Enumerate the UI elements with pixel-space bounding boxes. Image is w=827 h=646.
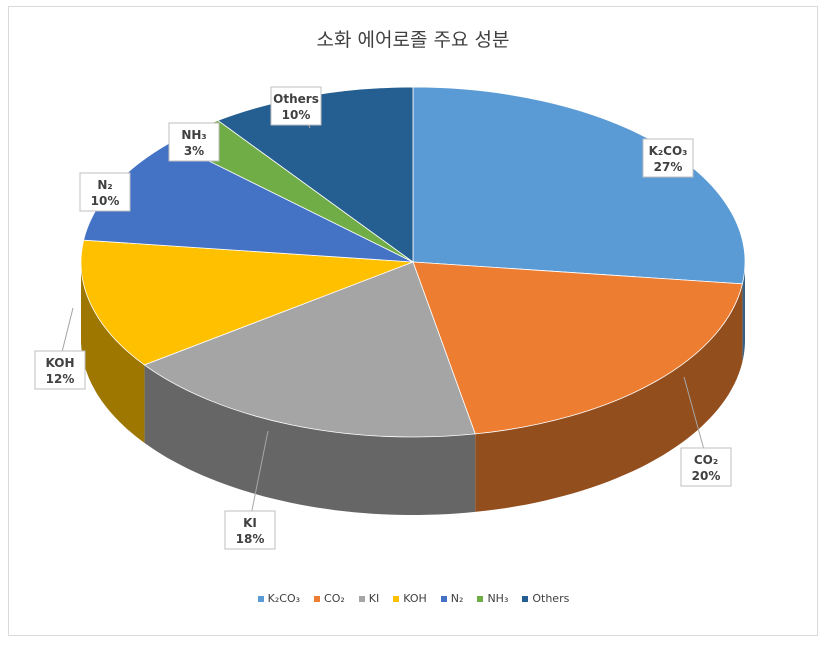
data-label-value: 27% (654, 160, 683, 174)
slice-side-k2co3 (742, 262, 745, 362)
legend-label: N₂ (450, 592, 464, 605)
data-label-value: 12% (46, 372, 75, 386)
legend-swatch (314, 595, 321, 602)
legend-swatch (477, 595, 484, 602)
legend-label: NH₃ (487, 592, 509, 605)
slice-side-koh (81, 262, 145, 443)
data-label-nh3: NH₃ 3% (168, 122, 220, 162)
legend-item-nh3: NH₃ (477, 592, 508, 605)
leader-line-co2 (683, 376, 707, 458)
data-label-name: NH₃ (181, 128, 206, 142)
data-label-n2: N₂ 10% (79, 172, 131, 212)
slice-side-co2 (475, 283, 743, 512)
chart-title: 소화 에어로졸 주요 성분 (316, 29, 510, 51)
legend-swatch (440, 595, 447, 602)
data-label-value: 10% (91, 194, 120, 208)
data-label-ki: KI 18% (224, 510, 276, 550)
slice-side-ki (144, 364, 476, 515)
leader-line-ki (249, 430, 269, 521)
data-label-name: KI (243, 516, 257, 530)
legend-swatch (522, 595, 529, 602)
chart-legend: K₂CO₃ CO₂ KI KOH N₂ NH₃ Others (0, 592, 827, 605)
legend-item-k2co3: K₂CO₃ (257, 592, 301, 605)
slice-ki (143, 261, 476, 438)
legend-item-koh: KOH (393, 592, 427, 605)
legend-swatch (393, 595, 400, 602)
data-label-name: K₂CO₃ (649, 144, 688, 158)
data-label-name: CO₂ (694, 453, 718, 467)
slice-k2co3 (412, 86, 746, 285)
data-label-name: Others (273, 92, 319, 106)
data-label-value: 3% (184, 144, 204, 158)
slice-co2 (412, 261, 743, 435)
legend-item-n2: N₂ (440, 592, 464, 605)
data-label-value: 10% (282, 108, 311, 122)
legend-label: KI (368, 592, 380, 605)
data-label-others: Others 10% (270, 86, 322, 126)
legend-swatch (257, 595, 264, 602)
legend-item-others: Others (522, 592, 569, 605)
data-label-value: 18% (236, 532, 265, 546)
legend-label: Others (532, 592, 570, 605)
data-label-k2co3: K₂CO₃ 27% (642, 138, 694, 178)
legend-label: KOH (403, 592, 427, 605)
data-label-name: KOH (45, 356, 74, 370)
data-label-name: N₂ (97, 178, 112, 192)
legend-label: CO₂ (324, 592, 345, 605)
legend-item-ki: KI (358, 592, 380, 605)
legend-item-co2: CO₂ (314, 592, 345, 605)
legend-swatch (358, 595, 365, 602)
legend-label: K₂CO₃ (267, 592, 301, 605)
data-label-value: 20% (692, 469, 721, 483)
data-label-co2: CO₂ 20% (680, 447, 732, 487)
slice-koh (80, 239, 414, 366)
data-label-koh: KOH 12% (34, 350, 86, 390)
